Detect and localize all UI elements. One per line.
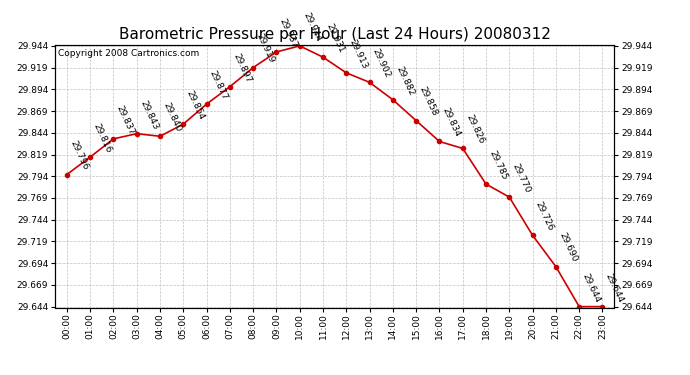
Text: 29.785: 29.785 — [487, 149, 509, 181]
Text: 29.937: 29.937 — [278, 17, 299, 49]
Text: 29.644: 29.644 — [604, 272, 625, 304]
Text: 29.854: 29.854 — [185, 89, 206, 122]
Text: 29.931: 29.931 — [324, 22, 346, 54]
Title: Barometric Pressure per Hour (Last 24 Hours) 20080312: Barometric Pressure per Hour (Last 24 Ho… — [119, 27, 551, 42]
Text: 29.816: 29.816 — [92, 122, 113, 154]
Text: 29.644: 29.644 — [580, 272, 602, 304]
Text: 29.944: 29.944 — [301, 11, 322, 43]
Text: 29.919: 29.919 — [255, 33, 276, 65]
Text: 29.882: 29.882 — [394, 65, 415, 97]
Text: 29.902: 29.902 — [371, 47, 393, 80]
Text: 29.796: 29.796 — [68, 140, 90, 172]
Text: 29.840: 29.840 — [161, 101, 183, 134]
Text: 29.770: 29.770 — [511, 162, 532, 194]
Text: Copyright 2008 Cartronics.com: Copyright 2008 Cartronics.com — [58, 49, 199, 58]
Text: 29.858: 29.858 — [417, 86, 439, 118]
Text: 29.837: 29.837 — [115, 104, 137, 136]
Text: 29.877: 29.877 — [208, 69, 230, 101]
Text: 29.897: 29.897 — [231, 52, 253, 84]
Text: 29.834: 29.834 — [441, 106, 462, 139]
Text: 29.826: 29.826 — [464, 113, 486, 146]
Text: 29.726: 29.726 — [534, 200, 555, 232]
Text: 29.690: 29.690 — [558, 231, 579, 264]
Text: 29.913: 29.913 — [348, 38, 369, 70]
Text: 29.843: 29.843 — [138, 99, 159, 131]
